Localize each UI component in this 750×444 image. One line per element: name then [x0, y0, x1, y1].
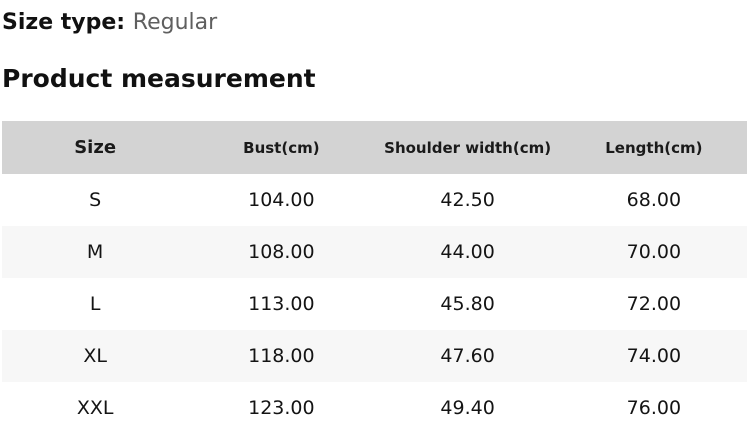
product-measurement-title: Product measurement — [2, 64, 316, 94]
header-row: Size Bust(cm) Shoulder width(cm) Length(… — [2, 121, 747, 175]
table-row-xl: XL 118.00 47.60 74.00 — [2, 330, 747, 383]
size-type-label: Size type: — [2, 10, 126, 35]
size-cell: L — [89, 293, 101, 316]
size-cell: S — [89, 189, 102, 212]
table-row-s: S 104.00 42.50 68.00 — [2, 174, 747, 227]
column-header-shoulder-width: Shoulder width(cm) — [384, 138, 552, 157]
shoulder-width-cell: 45.80 — [440, 293, 495, 316]
bust-cell: 118.00 — [248, 345, 315, 368]
length-cell: 74.00 — [626, 345, 682, 368]
shoulder-width-cell: 42.50 — [440, 189, 495, 212]
size-type-line: Size type: Regular — [2, 10, 750, 36]
shoulder-width-cell: 44.00 — [440, 241, 495, 264]
bust-cell: 113.00 — [248, 293, 315, 316]
bust-cell: 108.00 — [248, 241, 315, 264]
table-row-l: L 113.00 45.80 72.00 — [2, 278, 747, 331]
size-cell: M — [86, 241, 104, 264]
length-cell: 68.00 — [626, 189, 682, 212]
bust-cell: 104.00 — [248, 189, 315, 212]
shoulder-width-cell: 49.40 — [440, 397, 495, 420]
bust-cell: 123.00 — [248, 397, 315, 420]
length-cell: 72.00 — [626, 293, 682, 316]
size-cell: XXL — [76, 397, 114, 420]
size-type-value: Regular — [132, 10, 218, 35]
shoulder-width-cell: 47.60 — [440, 345, 495, 368]
measurement-table: Size Bust(cm) Shoulder width(cm) Length(… — [2, 121, 747, 435]
measurement-table-header: Size Bust(cm) Shoulder width(cm) Length(… — [2, 121, 747, 175]
table-row-xxl: XXL 123.00 49.40 76.00 — [2, 382, 747, 435]
measurement-table-body: S 104.00 42.50 68.00 M 108.00 44.00 70.0… — [2, 174, 747, 435]
length-cell: 76.00 — [626, 397, 682, 420]
column-header-size: Size — [74, 137, 117, 159]
table-row-m: M 108.00 44.00 70.00 — [2, 226, 747, 279]
column-header-length: Length(cm) — [605, 138, 703, 157]
length-cell: 70.00 — [626, 241, 682, 264]
column-header-bust: Bust(cm) — [243, 138, 320, 157]
size-cell: XL — [83, 345, 107, 368]
